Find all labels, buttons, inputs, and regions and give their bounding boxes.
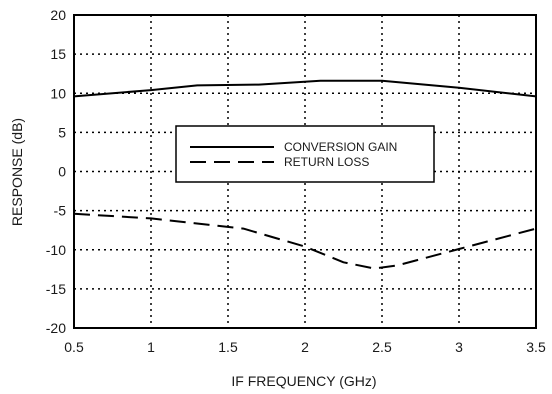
y-tick-label: 5 bbox=[58, 124, 66, 140]
x-tick-label: 3 bbox=[455, 339, 463, 355]
x-tick-label: 1 bbox=[147, 339, 155, 355]
y-tick-label: -15 bbox=[46, 281, 66, 297]
legend: CONVERSION GAIN RETURN LOSS bbox=[175, 125, 435, 183]
y-tick-label: -20 bbox=[46, 320, 66, 336]
y-tick-label: 15 bbox=[50, 46, 66, 62]
y-tick-label: 10 bbox=[50, 85, 66, 101]
x-tick-label: 2.5 bbox=[372, 339, 392, 355]
y-tick-label: -10 bbox=[46, 242, 66, 258]
y-tick-label: 20 bbox=[50, 7, 66, 23]
series-line-return-loss bbox=[73, 212, 537, 270]
x-tick-label: 1.5 bbox=[218, 339, 238, 355]
plot-series bbox=[73, 79, 537, 270]
legend-label-conversion-gain: CONVERSION GAIN bbox=[284, 140, 397, 154]
plot-frame bbox=[73, 14, 537, 329]
x-tick-label: 3.5 bbox=[526, 339, 546, 355]
y-tick-label: -5 bbox=[54, 203, 67, 219]
x-tick-label: 0.5 bbox=[64, 339, 84, 355]
tick-labels: 0.5 1 1.5 2 2.5 3 3.5 -20 -15 -10 -5 0 5 10 15 20 bbox=[46, 7, 546, 355]
x-axis-title: IF FREQUENCY (GHz) bbox=[231, 373, 376, 389]
legend-box bbox=[175, 125, 435, 183]
legend-label-return-loss: RETURN LOSS bbox=[284, 155, 369, 169]
y-axis-title: RESPONSE (dB) bbox=[9, 118, 25, 226]
x-tick-label: 2 bbox=[301, 339, 309, 355]
series-line-conversion-gain bbox=[73, 79, 537, 98]
y-tick-label: 0 bbox=[58, 164, 66, 180]
